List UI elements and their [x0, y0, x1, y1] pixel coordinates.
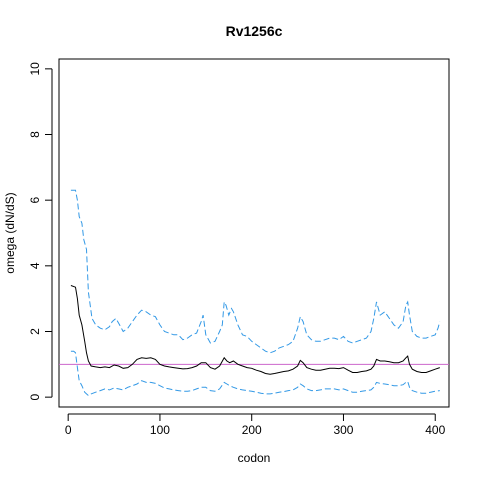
- x-tick-label: 200: [242, 423, 262, 437]
- series-lower-bound-line: [70, 350, 440, 397]
- y-tick-label: 4: [28, 262, 42, 269]
- x-tick-label: 0: [65, 423, 72, 437]
- series-upper-bound-line: [70, 189, 441, 354]
- y-tick-label: 10: [28, 62, 42, 76]
- y-axis-label: omega (dN/dS): [3, 192, 17, 273]
- chart-title: Rv1256c: [226, 23, 283, 39]
- x-axis-label: codon: [238, 451, 271, 465]
- y-tick-label: 2: [28, 328, 42, 335]
- plot-frame: [58, 58, 450, 408]
- y-axis: 0 2 4 6 8 10: [28, 62, 53, 400]
- x-axis: 0 100 200 300 400: [65, 413, 446, 437]
- y-tick-label: 0: [28, 393, 42, 400]
- series-layer: [59, 189, 449, 397]
- x-tick-label: 100: [150, 423, 170, 437]
- series-estimate-line: [70, 285, 440, 375]
- x-tick-label: 300: [333, 423, 353, 437]
- y-tick-label: 8: [28, 131, 42, 138]
- y-tick-label: 6: [28, 197, 42, 204]
- x-tick-label: 400: [425, 423, 445, 437]
